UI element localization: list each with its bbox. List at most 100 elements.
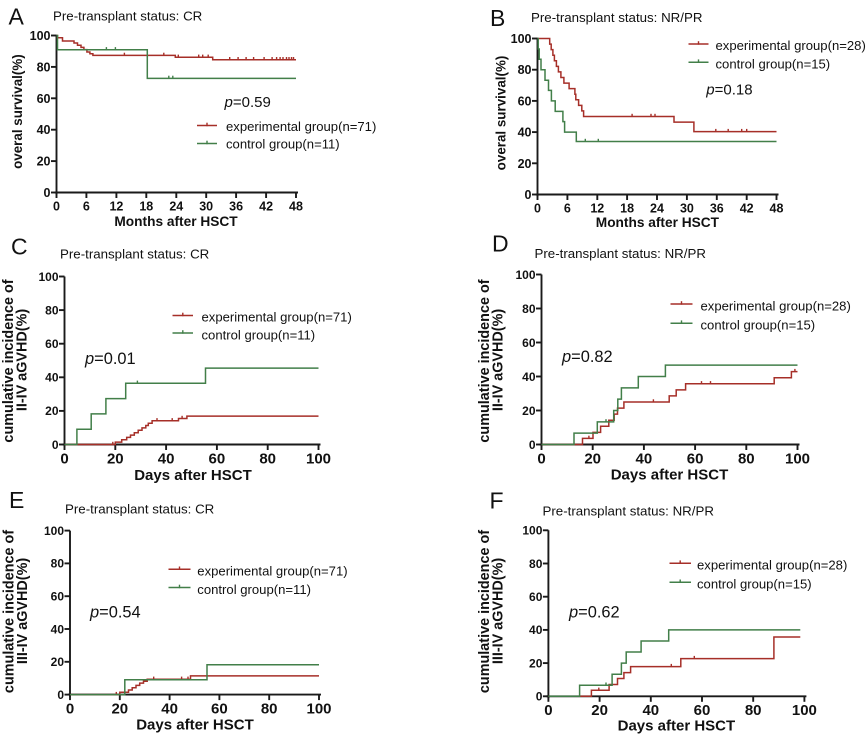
svg-text:80: 80: [738, 451, 755, 468]
svg-text:60: 60: [518, 94, 532, 108]
svg-text:40: 40: [518, 126, 532, 140]
svg-text:cumulative incidence of: cumulative incidence of: [2, 530, 18, 693]
svg-text:60: 60: [211, 701, 228, 718]
svg-text:100: 100: [38, 270, 58, 284]
svg-text:24: 24: [650, 201, 664, 215]
svg-text:100: 100: [44, 524, 64, 538]
svg-text:0: 0: [544, 702, 552, 719]
svg-text:III-IV aGVHD(%): III-IV aGVHD(%): [15, 558, 31, 665]
svg-text:Pre-transplant status: CR: Pre-transplant status: CR: [65, 502, 214, 517]
svg-text:40: 40: [636, 451, 653, 468]
svg-text:100: 100: [511, 32, 532, 46]
svg-text:cumulative incidence of: cumulative incidence of: [477, 279, 493, 442]
svg-text:100: 100: [522, 524, 542, 538]
svg-text:control group(n=15): control group(n=15): [697, 576, 812, 591]
svg-text:p=0.01: p=0.01: [84, 350, 136, 368]
svg-text:cumulative incidence of: cumulative incidence of: [1, 279, 17, 442]
svg-text:100: 100: [306, 451, 331, 468]
svg-text:40: 40: [51, 622, 65, 636]
svg-text:p=0.59: p=0.59: [224, 94, 271, 111]
svg-text:100: 100: [785, 451, 810, 468]
svg-text:80: 80: [522, 302, 536, 316]
svg-text:80: 80: [45, 303, 59, 317]
svg-text:6: 6: [83, 200, 90, 214]
svg-text:30: 30: [199, 200, 213, 214]
svg-text:18: 18: [620, 201, 634, 215]
svg-text:0: 0: [66, 701, 74, 718]
svg-text:80: 80: [261, 701, 278, 718]
svg-text:cumulative incidence of: cumulative incidence of: [477, 530, 493, 693]
svg-text:Days after HSCT: Days after HSCT: [136, 717, 254, 734]
svg-text:0: 0: [60, 451, 68, 468]
svg-text:Pre-transplant status: CR: Pre-transplant status: CR: [60, 247, 209, 262]
svg-text:20: 20: [584, 451, 601, 468]
svg-text:experimental group(n=71): experimental group(n=71): [202, 310, 352, 325]
svg-text:0: 0: [57, 688, 64, 702]
svg-text:0: 0: [44, 186, 51, 200]
svg-text:20: 20: [45, 404, 59, 418]
svg-text:40: 40: [522, 370, 536, 384]
svg-text:12: 12: [590, 201, 604, 215]
svg-text:100: 100: [306, 701, 331, 718]
svg-text:60: 60: [45, 337, 59, 351]
svg-text:Months after HSCT: Months after HSCT: [596, 215, 720, 230]
svg-text:overal survival(%): overal survival(%): [494, 56, 509, 171]
svg-text:80: 80: [518, 63, 532, 77]
svg-text:60: 60: [522, 336, 536, 350]
svg-text:A: A: [9, 3, 25, 29]
svg-text:D: D: [492, 231, 509, 257]
svg-text:18: 18: [139, 200, 153, 214]
svg-text:0: 0: [534, 201, 541, 215]
svg-text:48: 48: [289, 200, 303, 214]
svg-text:100: 100: [515, 268, 535, 282]
svg-text:80: 80: [529, 557, 543, 571]
svg-text:20: 20: [37, 155, 51, 169]
svg-text:60: 60: [37, 92, 51, 106]
svg-text:36: 36: [229, 200, 243, 214]
svg-text:60: 60: [209, 451, 226, 468]
svg-text:Pre-transplant status: CR: Pre-transplant status: CR: [53, 9, 202, 24]
svg-text:60: 60: [51, 590, 65, 604]
svg-text:p=0.62: p=0.62: [568, 604, 620, 622]
svg-text:control group(n=11): control group(n=11): [197, 582, 311, 597]
svg-text:80: 80: [51, 557, 65, 571]
svg-text:48: 48: [770, 201, 784, 215]
svg-text:20: 20: [107, 451, 124, 468]
svg-text:p=0.54: p=0.54: [89, 604, 141, 622]
svg-text:p=0.18: p=0.18: [705, 81, 752, 98]
svg-text:0: 0: [537, 451, 545, 468]
svg-text:control group(n=11): control group(n=11): [226, 137, 340, 152]
svg-text:control group(n=15): control group(n=15): [716, 56, 831, 71]
svg-text:40: 40: [642, 702, 659, 719]
svg-text:Pre-transplant status: NR/PR: Pre-transplant status: NR/PR: [535, 246, 706, 261]
svg-text:80: 80: [745, 702, 762, 719]
svg-text:Pre-transplant status: NR/PR: Pre-transplant status: NR/PR: [531, 10, 702, 25]
svg-text:80: 80: [259, 451, 276, 468]
svg-text:42: 42: [740, 201, 754, 215]
svg-text:20: 20: [522, 404, 536, 418]
svg-text:experimental group(n=71): experimental group(n=71): [197, 564, 347, 579]
svg-text:40: 40: [529, 623, 543, 637]
svg-text:F: F: [490, 488, 504, 514]
svg-text:0: 0: [529, 438, 536, 452]
svg-text:control group(n=11): control group(n=11): [202, 327, 316, 342]
svg-text:60: 60: [694, 702, 711, 719]
svg-text:experimental group(n=28): experimental group(n=28): [716, 38, 866, 53]
svg-text:0: 0: [536, 690, 543, 704]
svg-text:40: 40: [45, 371, 59, 385]
svg-text:100: 100: [792, 702, 817, 719]
svg-text:B: B: [490, 5, 505, 31]
svg-text:20: 20: [51, 655, 65, 669]
svg-text:Days after HSCT: Days after HSCT: [618, 718, 736, 735]
svg-text:20: 20: [529, 656, 543, 670]
svg-text:42: 42: [259, 200, 273, 214]
svg-text:experimental group(n=28): experimental group(n=28): [697, 558, 847, 573]
svg-text:experimental group(n=71): experimental group(n=71): [226, 119, 376, 134]
svg-text:II-IV aGVHD(%): II-IV aGVHD(%): [15, 309, 31, 412]
svg-text:III-IV aGVHD(%): III-IV aGVHD(%): [491, 558, 507, 665]
svg-text:20: 20: [111, 701, 128, 718]
svg-text:6: 6: [564, 201, 571, 215]
svg-text:80: 80: [37, 60, 51, 74]
svg-text:overal survival(%): overal survival(%): [10, 54, 25, 169]
svg-text:40: 40: [161, 701, 178, 718]
